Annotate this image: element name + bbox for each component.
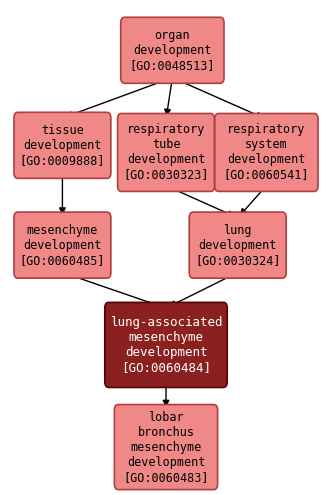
Text: lung-associated
mesenchyme
development
[GO:0060484]: lung-associated mesenchyme development […: [110, 316, 222, 374]
FancyBboxPatch shape: [14, 212, 111, 278]
FancyBboxPatch shape: [121, 17, 224, 83]
Text: lobar
bronchus
mesenchyme
development
[GO:0060483]: lobar bronchus mesenchyme development [G…: [123, 410, 209, 484]
Text: tissue
development
[GO:0009888]: tissue development [GO:0009888]: [20, 124, 105, 167]
Text: respiratory
tube
development
[GO:0030323]: respiratory tube development [GO:0030323…: [123, 123, 209, 182]
FancyBboxPatch shape: [114, 404, 218, 490]
FancyBboxPatch shape: [118, 113, 214, 192]
Text: mesenchyme
development
[GO:0060485]: mesenchyme development [GO:0060485]: [20, 224, 105, 267]
FancyBboxPatch shape: [105, 302, 227, 388]
Text: respiratory
system
development
[GO:0060541]: respiratory system development [GO:00605…: [224, 123, 309, 182]
Text: organ
development
[GO:0048513]: organ development [GO:0048513]: [129, 29, 215, 72]
FancyBboxPatch shape: [14, 112, 111, 178]
FancyBboxPatch shape: [189, 212, 286, 278]
Text: lung
development
[GO:0030324]: lung development [GO:0030324]: [195, 224, 281, 267]
FancyBboxPatch shape: [215, 113, 318, 192]
